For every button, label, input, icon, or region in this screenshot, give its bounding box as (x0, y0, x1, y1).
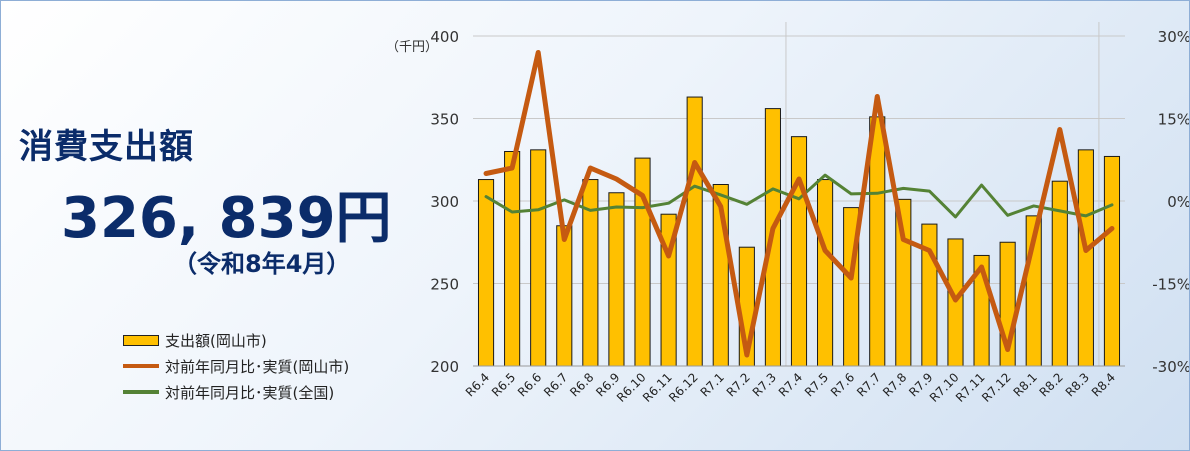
x-tick-label: R7.1 (698, 370, 727, 399)
y-right-tick-label: 30% (1158, 28, 1190, 46)
legend-swatch-national (123, 390, 159, 394)
x-tick-label: R7.12 (979, 370, 1014, 405)
x-tick-label: R6.8 (567, 370, 596, 399)
bar (556, 225, 573, 367)
x-tick-label: R7.7 (854, 370, 883, 399)
bar (1077, 149, 1094, 367)
x-tick-label: R6.12 (666, 370, 701, 405)
legend: 支出額(岡山市) 対前年同月比･実質(岡山市) 対前年同月比･実質(全国) (123, 327, 349, 405)
y-right-tick-label: -30% (1152, 358, 1190, 376)
x-tick-label: R8.4 (1089, 370, 1118, 399)
y-left-tick-label: 250 (430, 276, 459, 294)
period-label: （令和8年4月） (173, 250, 351, 278)
x-tick-label: R7.2 (724, 370, 753, 399)
x-tick-label: R8.3 (1063, 370, 1092, 399)
x-tick-label: R7.6 (828, 370, 857, 399)
x-tick-label: R8.2 (1037, 370, 1066, 399)
y-left-tick-label: 350 (430, 111, 459, 129)
x-tick-label: R6.6 (515, 370, 544, 399)
bar (921, 223, 938, 367)
legend-label-okayama: 対前年同月比･実質(岡山市) (165, 357, 350, 376)
headline: 消費支出額 (19, 127, 194, 167)
legend-item-national: 対前年同月比･実質(全国) (123, 379, 349, 405)
bar (817, 179, 834, 367)
legend-label-national: 対前年同月比･実質(全国) (165, 383, 335, 402)
legend-item-okayama: 対前年同月比･実質(岡山市) (123, 353, 349, 379)
amount-value: 326, 839円 (61, 186, 392, 251)
legend-swatch-okayama (123, 364, 159, 368)
bar (1103, 155, 1121, 367)
y-right-tick-label: -15% (1152, 276, 1190, 294)
bar (869, 116, 886, 367)
bar (504, 151, 521, 367)
y-right-tick-label: 15% (1158, 111, 1190, 129)
bar (790, 136, 808, 367)
y-left-tick-label: 300 (430, 193, 459, 211)
bar (477, 179, 495, 367)
y-right-tick-label: 0% (1167, 193, 1190, 211)
legend-item-bar: 支出額(岡山市) (123, 327, 349, 353)
y-left-tick-label: 200 (430, 358, 459, 376)
x-tick-label: R7.4 (776, 370, 805, 399)
x-tick-label: R7.8 (880, 370, 909, 399)
x-tick-label: R7.5 (802, 370, 831, 399)
bar (530, 149, 547, 367)
bar (608, 192, 625, 367)
x-tick-label: R7.3 (750, 370, 779, 399)
y-left-tick-label: 400 (430, 28, 459, 46)
x-tick-label: R6.5 (489, 370, 518, 399)
legend-swatch-bar (123, 334, 159, 346)
y-left-unit: （千円） (386, 40, 438, 55)
x-tick-label: R8.1 (1011, 370, 1040, 399)
legend-label-bar: 支出額(岡山市) (165, 331, 267, 350)
bar (686, 96, 703, 367)
x-tick-label: R6.4 (463, 370, 492, 399)
x-tick-label: R6.7 (541, 370, 570, 399)
